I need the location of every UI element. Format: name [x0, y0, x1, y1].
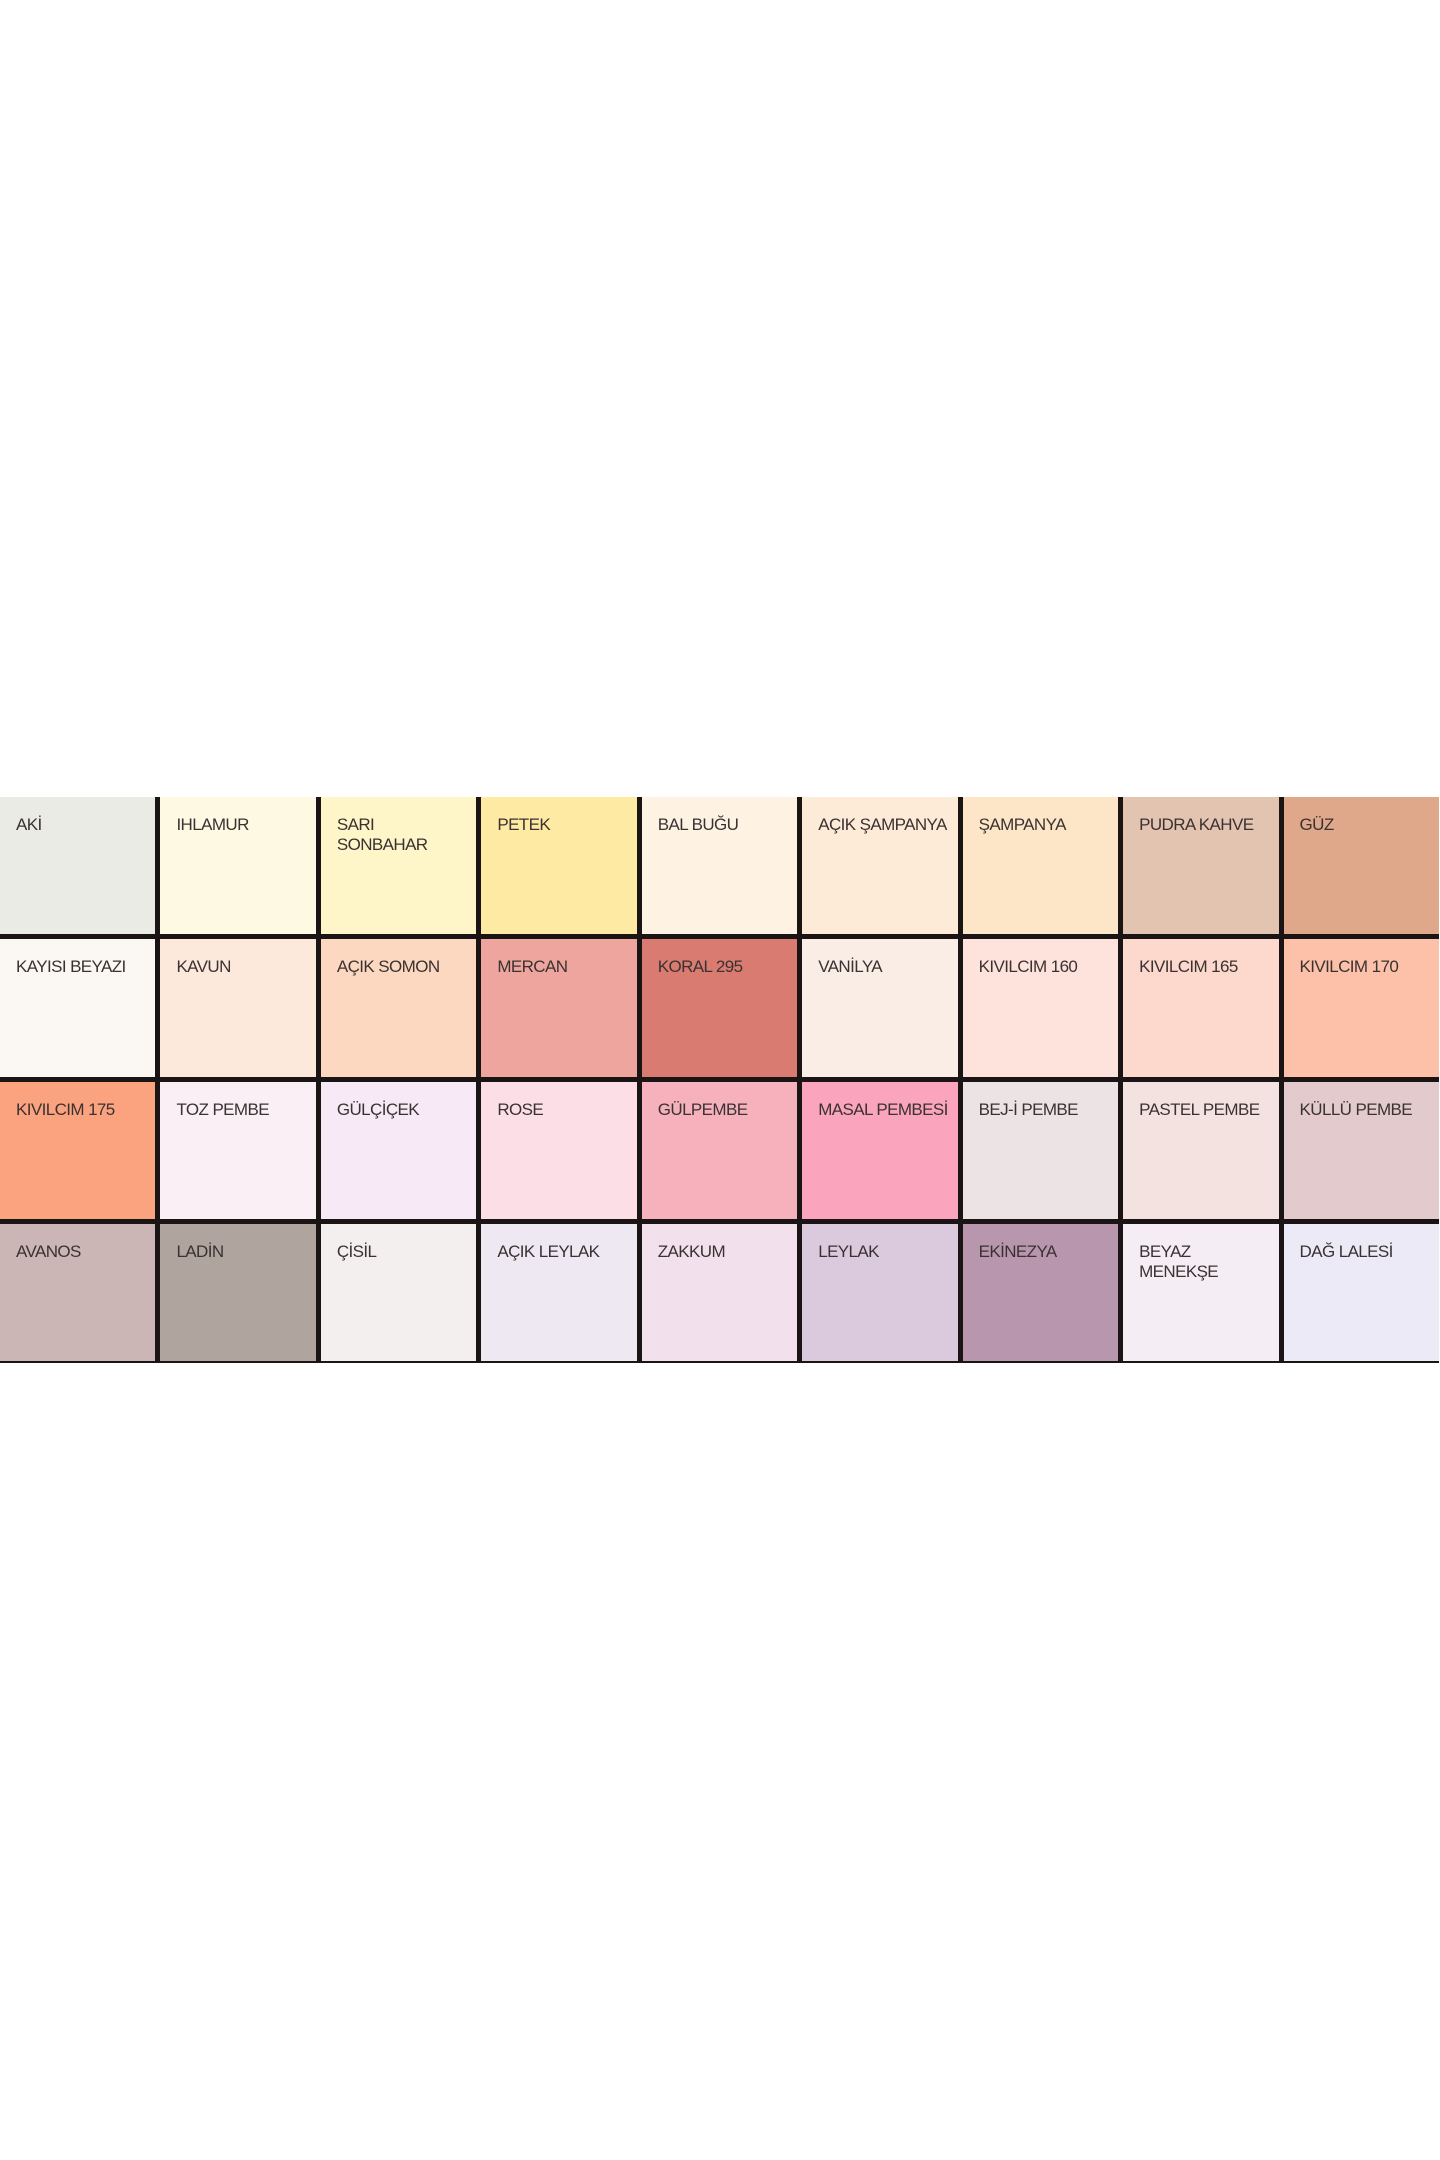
color-swatch: PETEK: [481, 797, 637, 935]
swatch-label: ÇİSİL: [336, 1241, 377, 1261]
swatch-label: KIVILCIM 175: [16, 1099, 115, 1119]
swatch-label: MASAL PEMBESİ: [818, 1099, 948, 1119]
swatch-label: GÜLÇİÇEK: [336, 1099, 420, 1119]
color-swatch: KAYISI BEYAZI: [0, 939, 156, 1077]
swatch-label: BAL BUĞU: [657, 815, 739, 834]
color-swatch: KIVILCIM 165: [1123, 939, 1279, 1077]
swatch-label: AÇIK ŞAMPANYA: [818, 815, 947, 834]
color-swatch: PUDRA KAHVE: [1123, 797, 1279, 935]
color-swatch: PASTEL PEMBE: [1123, 1081, 1279, 1219]
color-swatch: AÇIK LEYLAK: [481, 1223, 637, 1361]
swatch-label: PASTEL PEMBE: [1139, 1099, 1260, 1119]
swatch-label: DAĞ LALESİ: [1299, 1241, 1394, 1261]
color-swatch: KÜLLÜ PEMBE: [1283, 1081, 1439, 1219]
swatch-label: MERCAN: [497, 957, 568, 977]
color-swatch: MASAL PEMBESİ: [802, 1081, 958, 1219]
swatch-label: GÜLPEMBE: [657, 1099, 748, 1119]
color-swatch: KIVILCIM 170: [1283, 939, 1439, 1077]
color-swatch: LADİN: [160, 1223, 316, 1361]
swatch-label: KIVILCIM 160: [978, 957, 1078, 977]
color-swatch: KORAL 295: [641, 939, 798, 1077]
swatch-label: SARI SONBAHAR: [336, 815, 428, 854]
color-swatch: ÇİSİL: [320, 1223, 477, 1361]
color-swatch: ROSE: [481, 1081, 637, 1219]
swatch-label: BEJ-İ PEMBE: [978, 1099, 1079, 1119]
swatch-label: BEYAZ MENEKŞE: [1139, 1241, 1219, 1281]
color-swatch: DAĞ LALESİ: [1283, 1223, 1439, 1361]
color-swatch: SARI SONBAHAR: [320, 797, 477, 935]
swatch-label: TOZ PEMBE: [176, 1099, 269, 1119]
color-swatch: BEJ-İ PEMBE: [962, 1081, 1119, 1219]
color-swatch: AVANOS: [0, 1223, 156, 1361]
swatch-label: PETEK: [497, 815, 551, 834]
swatch-label: KAVUN: [176, 957, 231, 977]
color-swatch: KAVUN: [160, 939, 316, 1077]
color-swatch: BAL BUĞU: [641, 797, 798, 935]
color-swatch: GÜZ: [1283, 797, 1439, 935]
color-swatch: IHLAMUR: [160, 797, 316, 935]
color-swatch: KIVILCIM 175: [0, 1081, 156, 1219]
color-swatch: ZAKKUM: [641, 1223, 798, 1361]
swatch-label: KORAL 295: [657, 957, 743, 977]
swatch-label: PUDRA KAHVE: [1139, 815, 1254, 834]
swatch-label: VANİLYA: [818, 957, 883, 977]
swatch-label: AÇIK SOMON: [336, 957, 440, 977]
swatch-label: KIVILCIM 170: [1299, 957, 1399, 977]
color-swatch: EKİNEZYA: [962, 1223, 1119, 1361]
swatch-label: AKİ: [16, 815, 42, 834]
swatch-label: AVANOS: [16, 1241, 81, 1261]
color-swatch: KIVILCIM 160: [962, 939, 1119, 1077]
swatch-label: GÜZ: [1299, 815, 1335, 834]
swatch-label: EKİNEZYA: [978, 1241, 1058, 1261]
color-swatch-grid: AKİ IHLAMUR SARI SONBAHAR PETEK BAL BUĞU AÇIK…: [0, 797, 1439, 1363]
color-swatch: AKİ: [0, 797, 156, 935]
swatch-label: KÜLLÜ PEMBE: [1299, 1099, 1413, 1119]
swatch-label: KIVILCIM 165: [1139, 957, 1238, 977]
color-swatch: LEYLAK: [802, 1223, 958, 1361]
swatch-label: KAYISI BEYAZI: [16, 957, 126, 977]
swatch-label: AÇIK LEYLAK: [497, 1241, 600, 1261]
color-swatch: MERCAN: [481, 939, 637, 1077]
color-swatch: ŞAMPANYA: [962, 797, 1119, 935]
swatch-label: LEYLAK: [818, 1241, 879, 1261]
color-swatch: GÜLÇİÇEK: [320, 1081, 477, 1219]
swatch-label: ŞAMPANYA: [978, 815, 1067, 834]
color-swatch: TOZ PEMBE: [160, 1081, 316, 1219]
swatch-label: ZAKKUM: [657, 1241, 726, 1261]
swatch-label: LADİN: [176, 1241, 224, 1261]
color-swatch: VANİLYA: [802, 939, 958, 1077]
color-swatch: AÇIK SOMON: [320, 939, 477, 1077]
swatch-label: IHLAMUR: [176, 815, 249, 834]
color-swatch: BEYAZ MENEKŞE: [1123, 1223, 1279, 1361]
swatch-label: ROSE: [497, 1099, 544, 1119]
color-swatch: AÇIK ŞAMPANYA: [802, 797, 958, 935]
color-swatch: GÜLPEMBE: [641, 1081, 798, 1219]
